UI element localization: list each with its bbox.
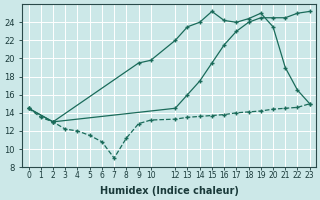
X-axis label: Humidex (Indice chaleur): Humidex (Indice chaleur) bbox=[100, 186, 239, 196]
